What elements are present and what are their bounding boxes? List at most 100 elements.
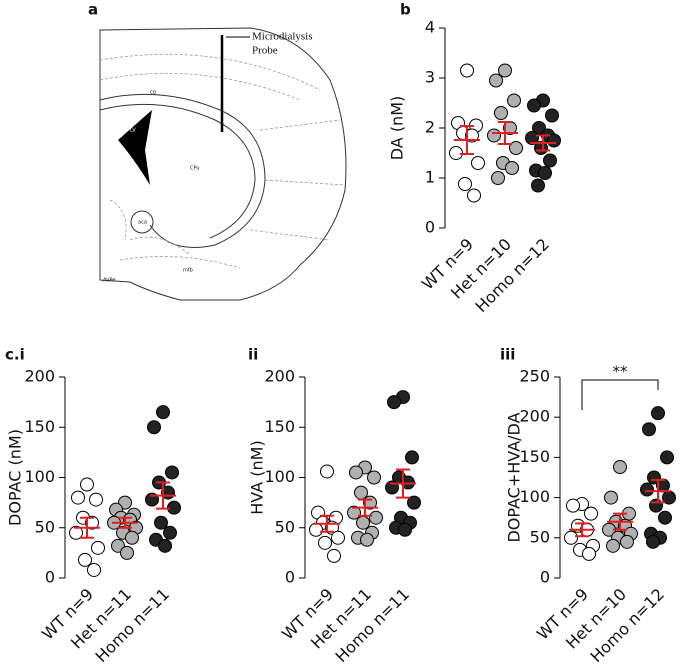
sem-bar <box>80 516 94 539</box>
data-point <box>405 450 419 465</box>
panel-label: b <box>400 1 411 19</box>
data-point <box>538 166 552 180</box>
data-point <box>367 470 381 485</box>
data-point <box>527 98 541 113</box>
y-tick-label: 50 <box>35 517 55 536</box>
data-point <box>89 492 103 507</box>
region-label: mfb <box>183 268 193 274</box>
data-point <box>356 515 370 530</box>
data-point <box>165 465 179 480</box>
data-point <box>531 178 545 193</box>
region-label: LV <box>130 128 136 134</box>
y-tick-label: 100 <box>519 487 550 506</box>
data-point <box>147 420 161 435</box>
y-tick-label: 4 <box>425 18 435 37</box>
data-point <box>489 73 503 88</box>
data-point <box>471 156 485 170</box>
ventricle <box>118 110 152 185</box>
y-tick-label: 50 <box>275 517 295 536</box>
brain-outline <box>99 27 347 301</box>
y-tick-label: 200 <box>24 367 55 386</box>
significance-label: ** <box>613 363 629 381</box>
data-point <box>347 505 361 520</box>
data-point <box>85 515 99 530</box>
data-point <box>349 465 363 480</box>
data-point <box>543 153 557 168</box>
y-axis-title: DOPAC+HVA/DA <box>505 412 524 542</box>
region-label: aca <box>138 220 147 226</box>
data-point <box>467 188 481 203</box>
data-point <box>156 405 170 420</box>
data-point <box>387 395 401 410</box>
sem-bar <box>396 468 410 499</box>
sem-bar <box>156 481 170 510</box>
data-point <box>582 546 596 561</box>
data-point <box>460 63 474 78</box>
y-axis-title: HVA (nM) <box>248 440 267 514</box>
data-point <box>318 535 332 550</box>
y-tick-label: 100 <box>24 467 55 486</box>
y-axis-title: DA (nM) <box>388 96 407 161</box>
sem-bar <box>460 125 474 155</box>
data-point <box>613 460 627 475</box>
data-point <box>87 562 101 577</box>
y-tick-label: 200 <box>519 407 550 426</box>
data-point <box>651 406 665 421</box>
data-point <box>125 530 139 545</box>
sem-bar <box>651 478 665 504</box>
data-point <box>646 534 660 549</box>
sem-bar <box>575 522 589 538</box>
region-boundaries <box>99 53 346 269</box>
panel-label: c.i <box>5 346 25 364</box>
data-point <box>604 490 618 505</box>
data-point <box>509 141 523 155</box>
data-point <box>566 498 580 513</box>
sem-bar <box>320 514 334 533</box>
sem-bar <box>613 512 627 531</box>
y-tick-label: 0 <box>45 568 55 587</box>
sem-bar <box>358 498 372 517</box>
region-label: CPu <box>190 166 200 172</box>
data-point <box>401 475 415 490</box>
y-tick-label: 0 <box>425 218 435 237</box>
data-point <box>91 540 105 555</box>
data-point <box>606 538 620 553</box>
y-tick-label: 0 <box>285 568 295 587</box>
y-tick-label: 150 <box>519 447 550 466</box>
y-tick-label: 150 <box>264 417 295 436</box>
data-point <box>327 548 341 563</box>
data-point <box>564 530 578 545</box>
data-point <box>354 485 368 500</box>
data-point <box>407 495 421 510</box>
aca-circle <box>130 210 154 234</box>
data-point <box>649 498 663 513</box>
data-point <box>360 532 374 547</box>
y-tick-label: 50 <box>530 527 550 546</box>
data-point <box>658 510 672 525</box>
y-tick-label: 250 <box>519 367 550 386</box>
sem-bar <box>118 516 132 529</box>
data-point <box>309 522 323 537</box>
significance-bracket <box>581 379 659 410</box>
data-point <box>398 522 412 537</box>
y-tick-label: 200 <box>264 367 295 386</box>
data-point <box>163 525 177 540</box>
y-tick-label: 3 <box>425 68 435 87</box>
brain-diagram: a Microdialysis Probe cg LV CPu aca mfb … <box>88 1 347 301</box>
data-point <box>494 106 508 120</box>
corpus-callosum <box>99 93 266 248</box>
probe-label: Microdialysis <box>252 31 313 43</box>
data-point <box>320 464 334 479</box>
data-point <box>507 93 521 108</box>
data-point <box>498 63 512 78</box>
corpus-callosum-inner <box>99 103 256 239</box>
data-point <box>465 128 479 143</box>
data-point <box>78 552 92 567</box>
data-point <box>620 534 634 549</box>
data-point <box>505 161 519 175</box>
y-tick-label: 1 <box>425 168 435 187</box>
y-tick-label: 100 <box>264 467 295 486</box>
data-point <box>80 477 94 492</box>
probe-label: Probe <box>252 45 278 57</box>
